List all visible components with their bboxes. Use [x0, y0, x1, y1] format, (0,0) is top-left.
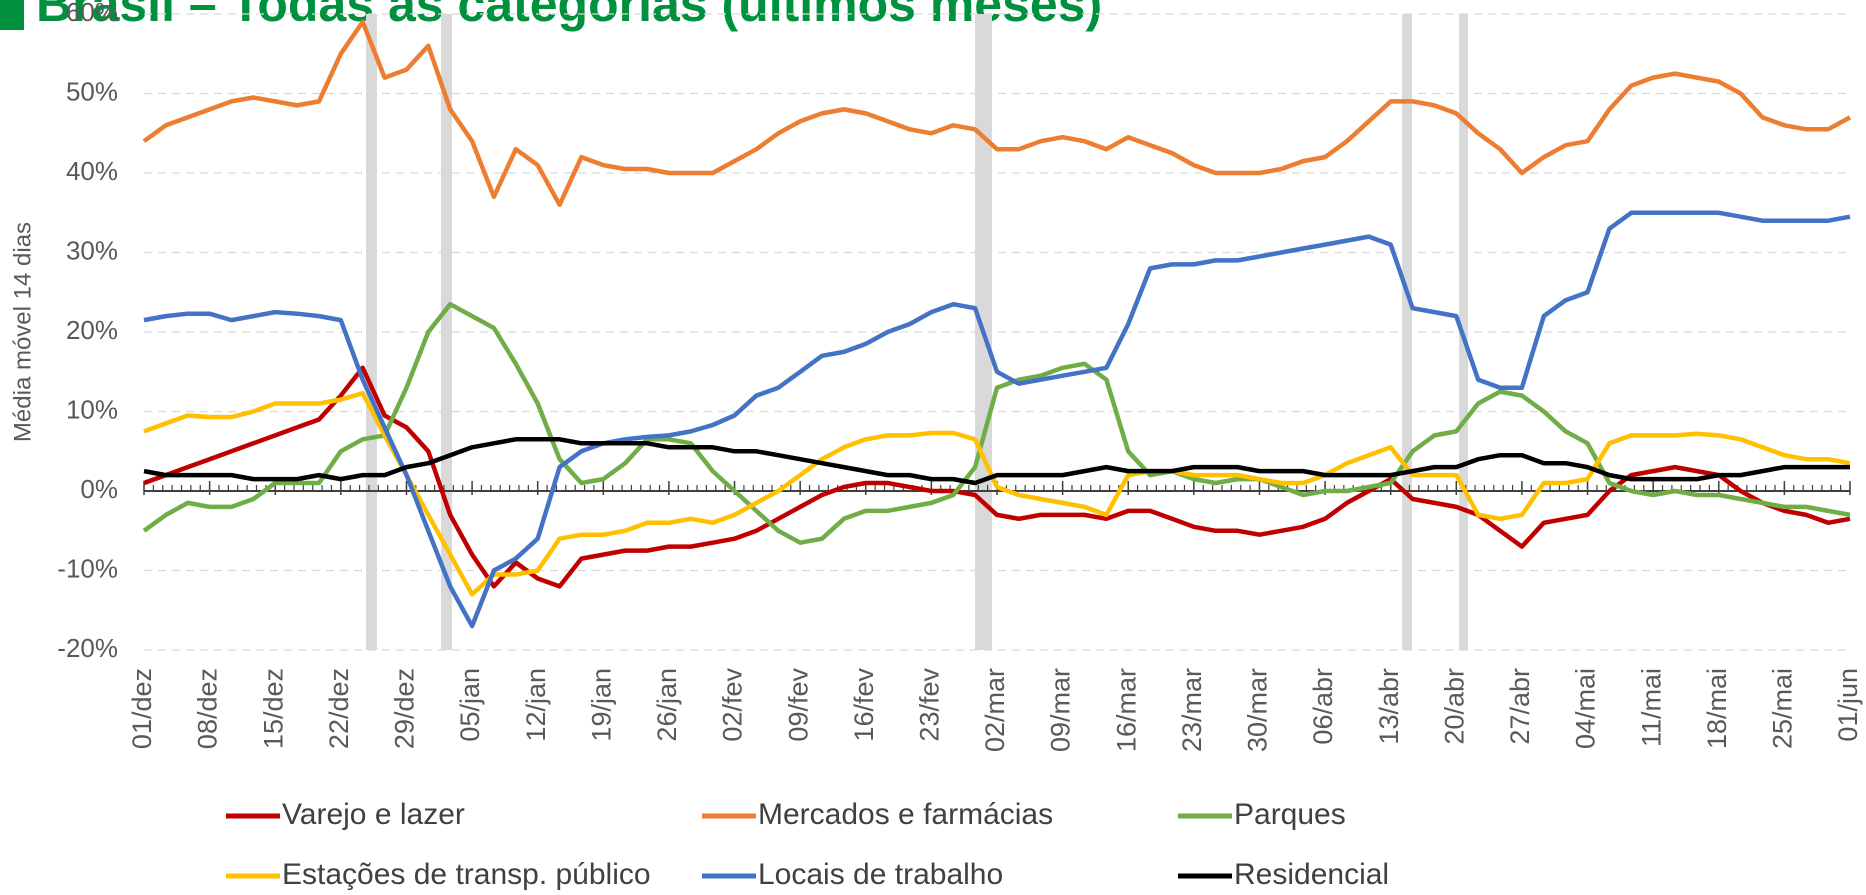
x-tick-label: 01/dez	[127, 668, 157, 749]
y-tick-label: 0%	[80, 474, 118, 504]
y-tick-label: 50%	[66, 76, 118, 106]
y-axis-label: Média móvel 14 dias	[9, 222, 36, 442]
series-line	[142, 301, 1851, 545]
series-line	[142, 19, 1852, 208]
x-tick-label: 30/mar	[1243, 668, 1273, 752]
x-tick-label: 25/mai	[1768, 668, 1798, 749]
y-tick-label: 20%	[66, 315, 118, 345]
y-tick-label: 30%	[66, 235, 118, 265]
x-tick-label: 15/dez	[258, 668, 288, 749]
x-tick-label: 19/jan	[586, 668, 616, 742]
x-tick-label: 02/mar	[980, 668, 1010, 752]
x-tick-label: 13/abr	[1374, 668, 1404, 745]
legend-label: Locais de trabalho	[758, 858, 1003, 891]
legend-label: Varejo e lazer	[282, 798, 465, 831]
y-tick-label: -10%	[57, 553, 118, 583]
legend-label: Estações de transp. público	[282, 858, 651, 891]
title-marker	[0, 0, 24, 30]
x-tick-label: 18/mai	[1702, 668, 1732, 749]
x-tick-label: 02/fev	[718, 668, 748, 742]
x-tick-label: 11/mai	[1636, 668, 1666, 747]
legend-label: Parques	[1234, 798, 1346, 831]
holiday-band	[441, 14, 452, 650]
x-tick-label: 16/mar	[1111, 668, 1141, 752]
y-tick-label: 40%	[66, 156, 118, 186]
legend-label: Residencial	[1234, 858, 1389, 891]
chart-title: Brasil – Todas as categorias (últimos me…	[36, 0, 1102, 32]
x-tick-label: 23/mar	[1177, 668, 1207, 752]
x-tick-label: 08/dez	[193, 668, 223, 749]
x-tick-label: 26/jan	[652, 668, 682, 742]
y-tick-label: 60%	[66, 0, 118, 27]
series-line	[143, 365, 1851, 589]
x-tick-label: 16/fev	[849, 668, 879, 742]
x-tick-label: 20/abr	[1439, 668, 1469, 745]
x-tick-label: 09/mar	[1046, 668, 1076, 752]
series-line	[143, 390, 1851, 597]
x-tick-label: 27/abr	[1505, 668, 1535, 745]
y-tick-label: 10%	[66, 394, 118, 424]
x-tick-label: 05/jan	[455, 668, 485, 742]
x-tick-label: 04/mai	[1571, 668, 1601, 749]
x-tick-label: 09/fev	[783, 668, 813, 742]
legend-label: Mercados e farmácias	[758, 798, 1053, 831]
x-tick-label: 06/abr	[1308, 668, 1338, 745]
x-tick-label: 12/jan	[521, 668, 551, 742]
x-tick-label: 01/jun	[1833, 668, 1863, 742]
series-line	[143, 210, 1851, 629]
y-tick-label: -20%	[57, 633, 118, 663]
series-line	[143, 437, 1850, 486]
x-tick-label: 23/fev	[915, 668, 945, 742]
x-tick-label: 22/dez	[324, 668, 354, 749]
x-tick-label: 29/dez	[390, 668, 420, 749]
